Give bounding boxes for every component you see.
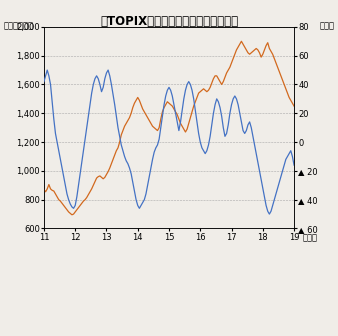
Text: （年）: （年） [303,234,317,243]
Text: （ポイント）: （ポイント） [3,22,33,31]
Text: （％）: （％） [320,22,335,31]
Text: 》TOPIXとリビジョンインデックス》: 》TOPIXとリビジョンインデックス》 [100,15,238,28]
